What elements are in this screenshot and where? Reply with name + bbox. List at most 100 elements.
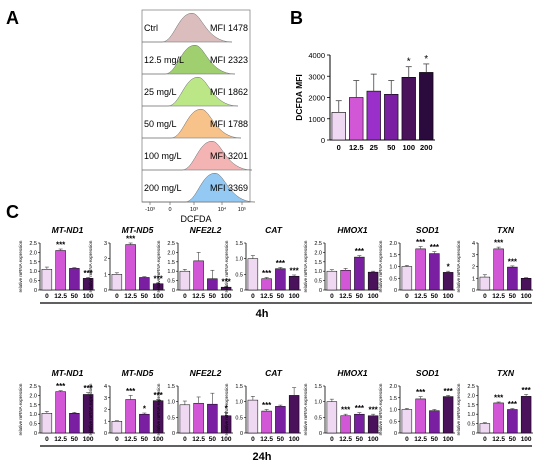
histogram-x-tick-label: -10³ (145, 207, 155, 213)
gene-y-tick-label: 0 (104, 431, 107, 437)
gene-y-tick-label: 0 (319, 431, 322, 437)
gene-x-tick-label: 100 (83, 293, 94, 300)
gene-significance: *** (355, 404, 365, 413)
gene-x-tick-label: 100 (83, 436, 94, 443)
histogram-x-tick-label: 10³ (190, 207, 198, 213)
time-point-label: 24h (253, 451, 272, 463)
b-x-tick-label: 12.5 (349, 143, 364, 152)
gene-y-label: relative mRNA expression (156, 240, 161, 292)
gene-x-tick-label: 50 (431, 293, 439, 300)
gene-y-tick-label: 2.0 (389, 241, 397, 247)
gene-significance: *** (443, 387, 453, 396)
gene-x-tick-label: 12.5 (260, 293, 273, 300)
gene-y-tick-label: 1.5 (314, 384, 322, 390)
gene-x-tick-label: 0 (115, 293, 119, 300)
gene-y-tick-label: 2.0 (389, 384, 397, 390)
gene-x-tick-label: 12.5 (124, 293, 137, 300)
gene-y-tick-label: 4 (104, 384, 107, 390)
gene-y-tick-label: 2.0 (314, 250, 322, 256)
gene-chart-title: CAT (265, 368, 283, 378)
gene-y-tick-label: 0 (394, 288, 397, 294)
gene-y-tick-label: 1.0 (29, 412, 37, 418)
gene-y-tick-label: 1 (104, 272, 107, 278)
gene-x-tick-label: 12.5 (492, 436, 505, 443)
gene-x-tick-label: 0 (483, 436, 487, 443)
gene-y-tick-label: 1.5 (167, 384, 175, 390)
gene-significance: * (225, 404, 229, 413)
gene-significance: *** (430, 243, 440, 252)
gene-y-tick-label: 1.0 (389, 408, 397, 414)
gene-x-tick-label: 100 (368, 293, 379, 300)
b-x-tick-label: 100 (402, 143, 415, 152)
gene-y-label: relative mRNA expression (303, 383, 308, 435)
histogram-curve (142, 172, 256, 203)
gene-bar (69, 268, 80, 291)
b-y-tick-label: 1000 (308, 115, 325, 124)
gene-x-tick-label: 12.5 (492, 293, 505, 300)
gene-bar (41, 269, 53, 291)
gene-y-label: relative mRNA expression (88, 240, 93, 292)
gene-bar (193, 402, 204, 434)
histogram-curve (142, 44, 236, 75)
gene-x-tick-label: 100 (443, 293, 454, 300)
gene-significance: *** (289, 266, 299, 275)
gene-y-tick-label: 1.5 (29, 403, 37, 409)
gene-y-tick-label: 0.5 (29, 422, 37, 428)
gene-y-tick-label: 2.5 (167, 241, 175, 247)
gene-y-tick-label: 1.0 (235, 257, 243, 263)
gene-y-tick-label: 2.0 (167, 250, 175, 256)
gene-y-tick-label: 1.0 (467, 412, 475, 418)
gene-y-tick-label: 2.0 (29, 250, 37, 256)
gene-x-tick-label: 50 (141, 436, 149, 443)
gene-y-tick-label: 1.0 (29, 269, 37, 275)
gene-y-tick-label: 0.5 (389, 276, 397, 282)
gene-bar (139, 413, 150, 434)
gene-y-tick-label: 0 (34, 431, 37, 437)
gene-y-label: relative mRNA expression (303, 240, 308, 292)
gene-y-label: relative mRNA expression (18, 240, 23, 292)
b-bar (349, 97, 364, 141)
gene-chart-title: MT-ND5 (122, 368, 154, 378)
gene-x-tick-label: 0 (45, 293, 49, 300)
histogram-mfi-label: MFI 1788 (210, 119, 248, 129)
gene-bar (354, 256, 365, 291)
gene-x-tick-label: 50 (141, 293, 149, 300)
gene-y-tick-label: 0 (240, 288, 243, 294)
gene-y-tick-label: 2.5 (467, 384, 475, 390)
gene-bar (125, 244, 136, 291)
gene-bar (401, 266, 413, 291)
histogram-x-tick-label: 10⁴ (218, 206, 227, 213)
gene-significance: *** (508, 400, 518, 409)
gene-significance: *** (126, 387, 136, 396)
gene-bar (442, 396, 454, 434)
gene-bar (275, 406, 286, 434)
gene-y-tick-label: 0.5 (389, 419, 397, 425)
gene-x-tick-label: 0 (330, 436, 334, 443)
histogram-row-label: 12.5 mg/L (144, 55, 184, 65)
gene-y-tick-label: 4 (472, 241, 475, 247)
gene-x-tick-label: 50 (356, 436, 364, 443)
panel-b-bar-chart: 0 1000 2000 3000 4000 DCFDA MFI 0 12.5 25 50 * 100 *… (294, 51, 435, 152)
gene-x-tick-label: 100 (368, 436, 379, 443)
b-bar (419, 72, 434, 141)
panel-a-histograms: Ctrl MFI 1478 12.5 mg/L MFI 2323 25 mg/L MFI … (141, 9, 256, 224)
gene-y-tick-label: 0.5 (314, 279, 322, 285)
histogram-row-label: 100 mg/L (144, 151, 182, 161)
gene-y-tick-label: 0 (319, 288, 322, 294)
gene-chart-title: TXN (497, 225, 515, 235)
gene-bar (442, 272, 454, 291)
gene-y-tick-label: 2.0 (467, 393, 475, 399)
gene-y-tick-label: 2 (104, 257, 107, 263)
gene-bar (415, 398, 426, 434)
gene-y-tick-label: 1 (104, 419, 107, 425)
gene-significance: *** (262, 401, 272, 410)
gene-x-tick-label: 12.5 (192, 293, 205, 300)
gene-y-tick-label: 0.5 (167, 279, 175, 285)
gene-chart-title: MT-ND1 (52, 368, 84, 378)
gene-x-tick-label: 0 (115, 436, 119, 443)
b-x-tick-label: 200 (420, 143, 433, 152)
gene-bar (193, 260, 204, 291)
gene-bar (326, 401, 338, 434)
gene-y-label: relative mRNA expression (456, 383, 461, 435)
gene-bar (288, 395, 300, 434)
